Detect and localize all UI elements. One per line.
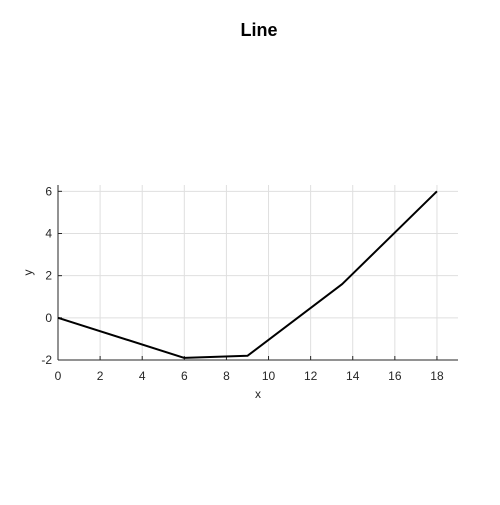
y-tick-label: 4: [45, 226, 52, 240]
y-tick-label: 6: [45, 184, 52, 198]
data-layer: [57, 190, 438, 359]
y-tick-label: 2: [45, 269, 52, 283]
y-tick-label: -2: [41, 353, 52, 367]
label-layer: x y: [21, 270, 261, 402]
x-tick-label: 14: [346, 369, 360, 383]
x-tick-label: 0: [55, 369, 62, 383]
x-tick-label: 8: [223, 369, 230, 383]
series-line: [57, 190, 438, 359]
x-tick-label: 6: [181, 369, 188, 383]
grid-layer: [57, 185, 458, 361]
x-tick-label: 16: [388, 369, 402, 383]
chart-title: Line: [240, 20, 278, 40]
x-tick-label: 18: [430, 369, 444, 383]
x-tick-label: 12: [304, 369, 318, 383]
x-axis-label: x: [255, 387, 261, 401]
x-tick-label: 10: [262, 369, 276, 383]
x-tick-label: 4: [139, 369, 146, 383]
x-tick-label: 2: [97, 369, 104, 383]
y-axis-label: y: [21, 270, 35, 276]
y-tick-label: 0: [45, 311, 52, 325]
